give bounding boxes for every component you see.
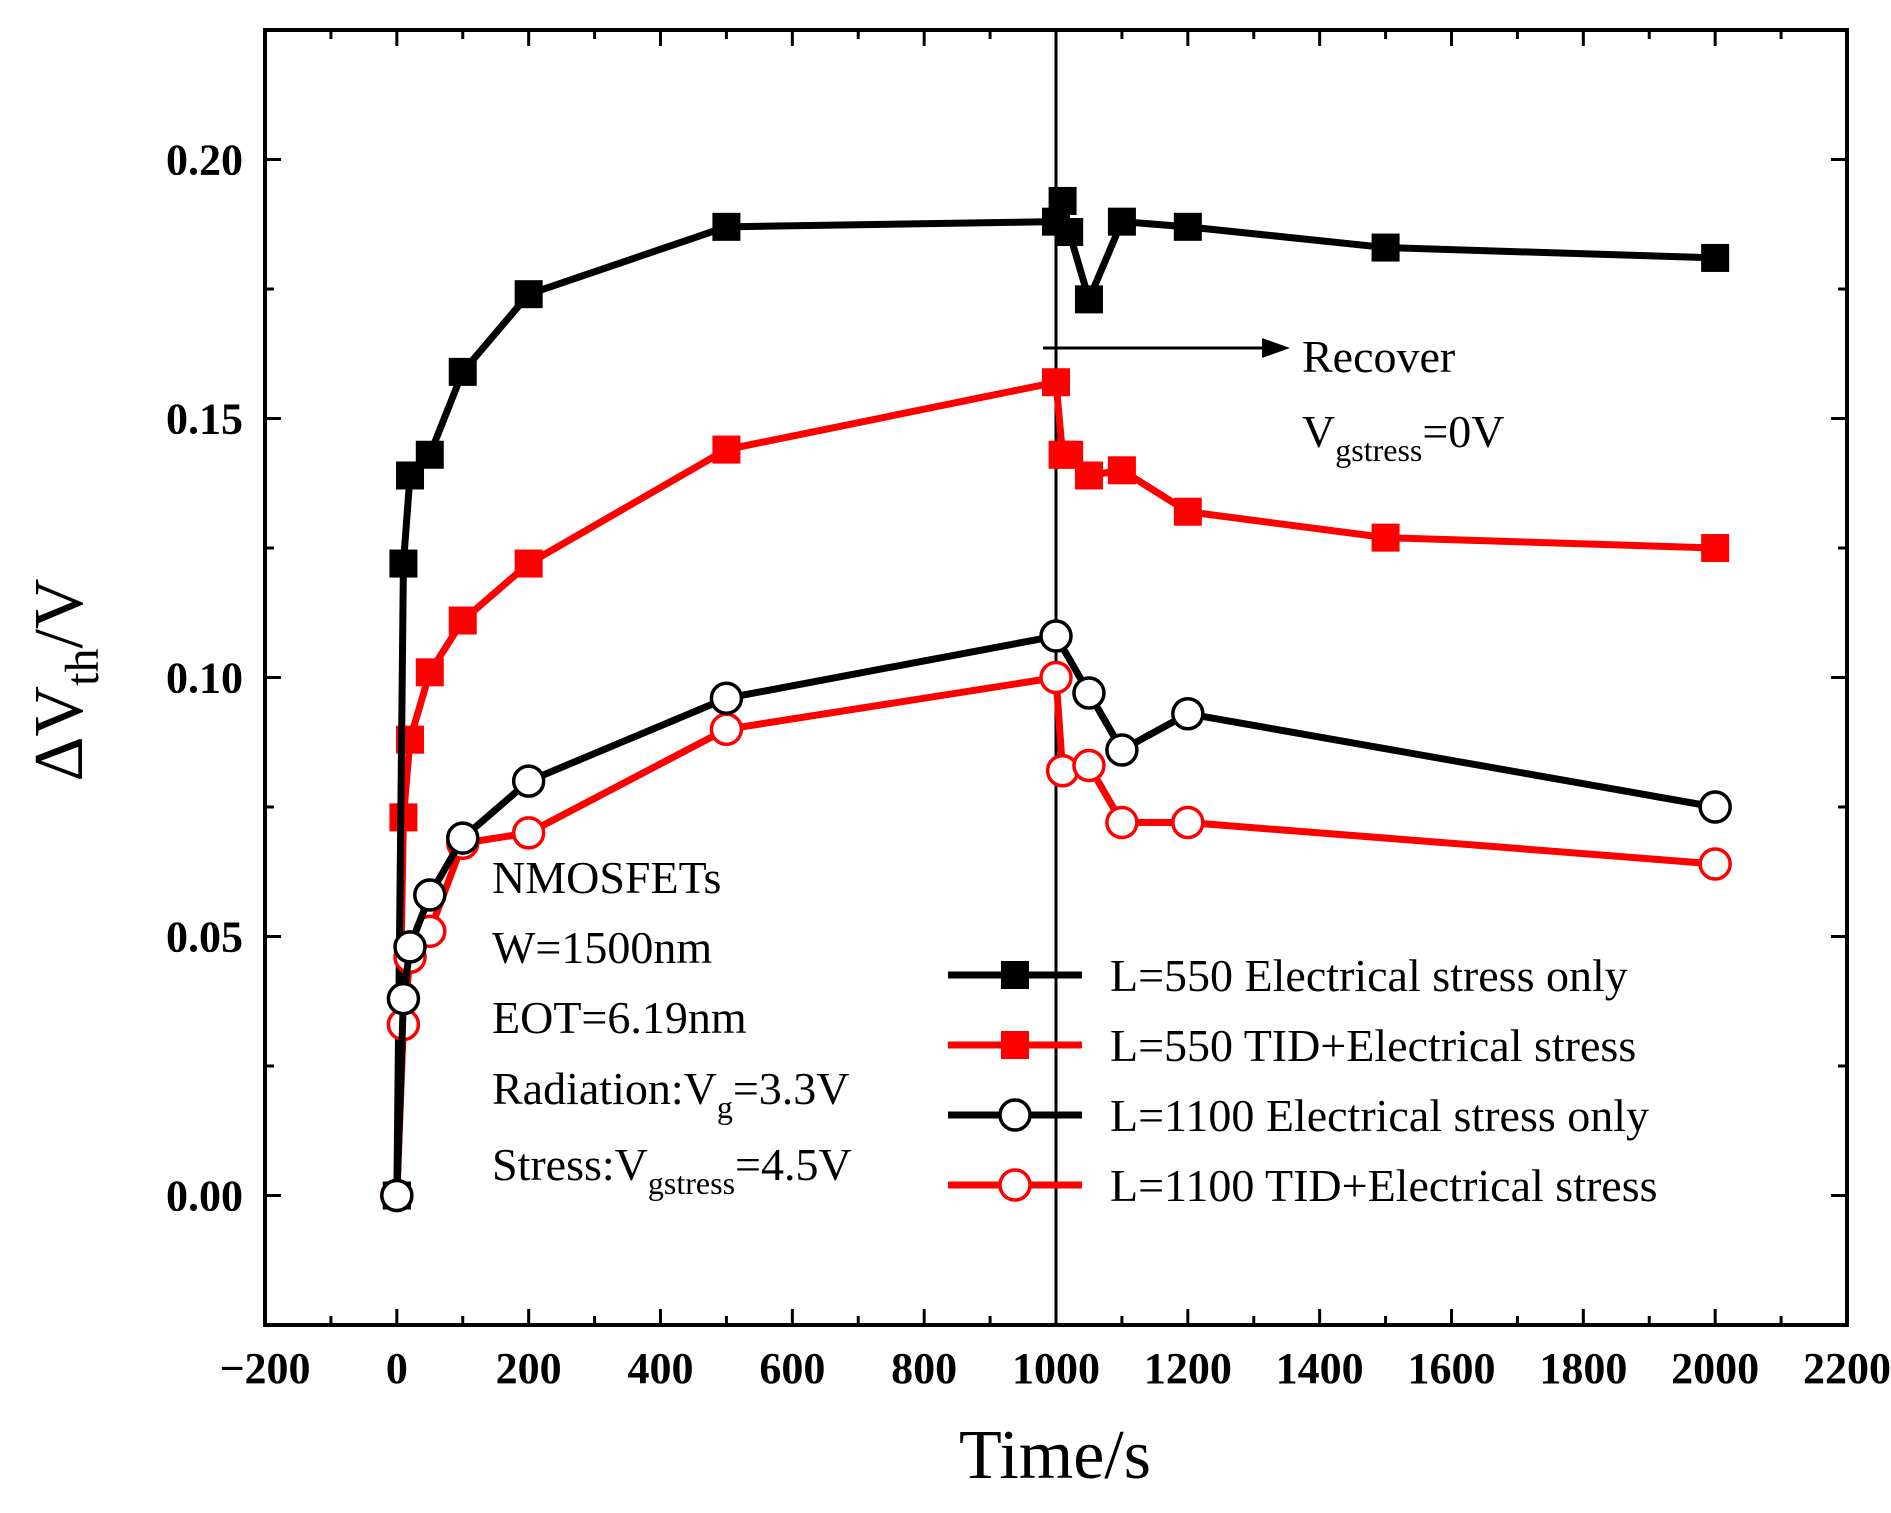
x-tick-label: 800 [891,1344,957,1393]
legend: L=550 Electrical stress only L=550 TID+El… [948,950,1658,1211]
x-tick-label: 600 [759,1344,825,1393]
data-point [1173,497,1202,526]
data-point [1107,207,1136,236]
device-type: NMOSFETs [492,852,721,903]
x-tick-label: 400 [628,1344,694,1393]
legend-label: L=550 TID+Electrical stress [1110,1020,1636,1071]
recover-voltage: Vgstress=0V [1302,406,1505,468]
y-axis-title: ΔVth/V [21,579,109,782]
legend-label: L=550 Electrical stress only [1110,950,1628,1001]
data-point [396,461,425,490]
data-point [1048,186,1077,215]
y-tick-label: 0.15 [166,395,243,444]
data-point [448,357,477,386]
data-point [511,764,546,798]
x-tick-label: 1000 [1012,1344,1100,1393]
data-point [1055,218,1084,247]
axis-ticks [263,28,1849,1325]
x-tick-label: 1200 [1144,1344,1232,1393]
data-point [393,930,427,964]
tick-labels: −200 0 200 400 600 800 1000 1200 1400 1600 1800 200… [166,136,1891,1394]
x-axis-title: Time/s [959,1417,1151,1494]
legend-swatch-marker [1001,961,1029,989]
legend-swatch-marker [998,1168,1032,1202]
y-tick-label: 0.20 [166,136,243,185]
data-point [1173,212,1202,241]
data-point [1371,233,1400,262]
legend-item: L=1100 Electrical stress only [948,1090,1649,1141]
series-2 [382,368,1730,1210]
x-tick-label: 0 [386,1344,408,1393]
y-tick-label: 0.05 [166,913,243,962]
x-tick-label: 1600 [1408,1344,1496,1393]
data-point [1072,748,1106,783]
data-point [1698,847,1732,881]
x-tick-label: 1800 [1539,1344,1627,1393]
recover-arrow-head [1262,338,1290,358]
legend-label: L=1100 Electrical stress only [1110,1090,1649,1141]
data-point [1171,805,1205,840]
data-point [712,435,741,464]
data-point [1072,676,1106,710]
data-point [1039,619,1073,653]
series-3 [380,619,1732,1213]
legend-item: L=550 TID+Electrical stress [948,1020,1636,1071]
data-point [1171,697,1205,731]
device-info: NMOSFETs W=1500nm EOT=6.19nm Radiation:V… [492,852,852,1201]
data-point [1074,285,1103,314]
data-point [1042,368,1070,397]
y-tick-label: 0.10 [166,654,243,703]
x-tick-label: 1400 [1276,1344,1364,1393]
data-point [1107,456,1136,485]
x-tick-label: −200 [219,1344,310,1393]
legend-item: L=550 Electrical stress only [948,950,1628,1001]
data-point [1701,534,1730,562]
legend-swatch-marker [1001,1031,1029,1059]
device-radiation: Radiation:Vg=3.3V [492,1063,850,1125]
legend-label: L=1100 TID+Electrical stress [1110,1160,1658,1211]
data-point [448,606,477,635]
series-layer [380,186,1732,1213]
recover-annotation: Recover Vgstress=0V [1043,331,1505,468]
data-point [386,981,421,1016]
recover-label: Recover [1302,331,1455,382]
data-point [389,549,418,578]
series-1 [382,186,1730,1210]
x-tick-label: 2200 [1803,1344,1891,1393]
data-point [712,212,741,241]
x-tick-label: 200 [496,1344,562,1393]
data-point [1105,733,1139,767]
data-point [1105,805,1139,840]
device-eot: EOT=6.19nm [492,992,747,1043]
data-point [514,280,543,309]
data-point [709,712,744,747]
data-point [415,440,444,469]
data-point [1371,523,1400,552]
data-point [1074,461,1103,490]
legend-swatch-marker [998,1098,1032,1132]
device-width: W=1500nm [492,922,712,973]
device-stress: Stress:Vgstress=4.5V [492,1139,852,1201]
data-point [415,658,444,687]
data-point [1039,660,1073,695]
x-tick-label: 2000 [1671,1344,1759,1393]
legend-item: L=1100 TID+Electrical stress [948,1160,1658,1211]
data-point [1701,243,1730,272]
data-point [514,549,543,578]
data-point [709,681,744,715]
y-tick-label: 0.00 [166,1172,243,1221]
data-point [1698,790,1732,824]
data-point [380,1178,414,1213]
data-point [511,816,546,850]
data-point [446,821,480,855]
data-point [413,878,447,912]
